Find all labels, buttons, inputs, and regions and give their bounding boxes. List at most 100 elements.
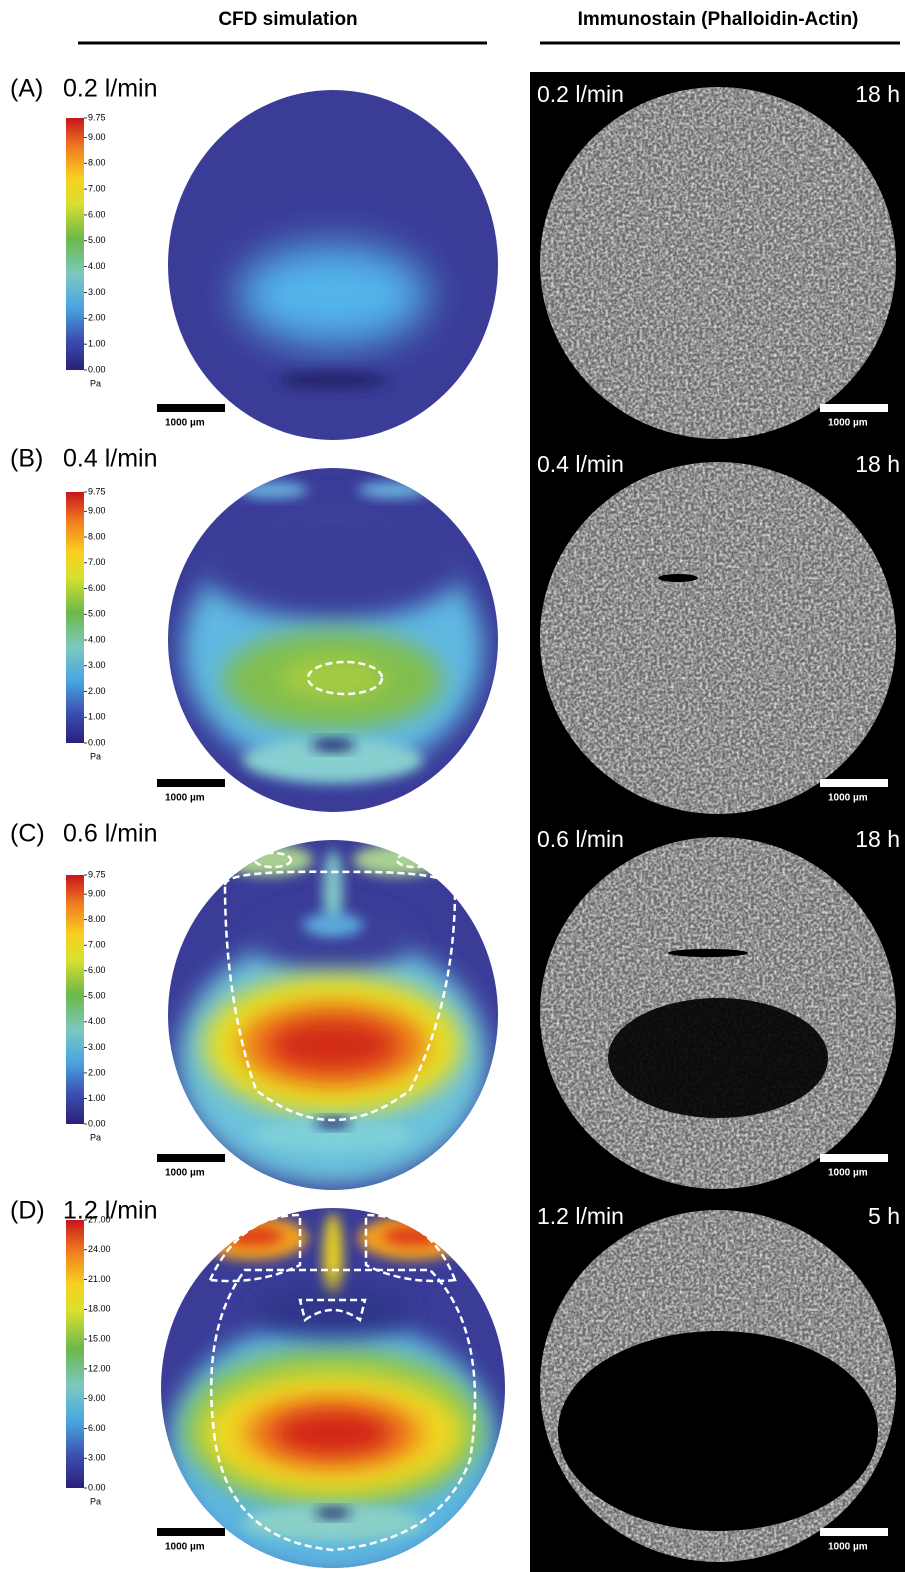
stain-texture: [540, 87, 896, 439]
cfd-region: [238, 245, 428, 345]
colorbar-tick-label: 9.00: [88, 889, 106, 899]
cfd-region: [268, 1019, 398, 1071]
scale-bar: [157, 1154, 225, 1162]
panel: (D) 1.2 l/min27.0024.0021.0018.0015.0012.…: [10, 1197, 900, 1568]
cfd-region: [303, 913, 363, 937]
flow-rate: 1.2 l/min: [63, 1197, 157, 1225]
colorbar-tick-label: 1.00: [88, 1093, 106, 1103]
colorbar-tick-label: 27.00: [88, 1214, 111, 1224]
cfd-region: [253, 1119, 413, 1151]
colorbar-tick-label: 5.00: [88, 991, 106, 1001]
colorbar-tick-label: 6.00: [88, 965, 106, 975]
stain-image: [540, 462, 896, 814]
stain-image: [540, 87, 896, 439]
colorbar-tick-label: 7.00: [88, 183, 106, 193]
scale-bar: [820, 1528, 888, 1536]
colorbar-tick-label: 7.00: [88, 940, 106, 950]
colorbar-tick-label: 2.00: [88, 1067, 106, 1077]
colorbar: [66, 875, 84, 1124]
cfd-map: [168, 468, 498, 812]
cfd-region: [383, 1226, 443, 1246]
cfd-region: [198, 500, 468, 620]
scale-bar-label: 1000 µm: [165, 1168, 205, 1179]
header-right: Immunostain (Phalloidin-Actin): [578, 9, 859, 30]
colorbar-tick-label: 2.00: [88, 686, 106, 696]
scale-bar-label: 1000 µm: [165, 418, 205, 429]
colorbar-tick-label: 7.00: [88, 557, 106, 567]
scale-bar: [157, 404, 225, 412]
cell-free-area: [608, 998, 828, 1118]
colorbar-tick-label: 21.00: [88, 1274, 111, 1284]
colorbar-tick-label: 3.00: [88, 287, 106, 297]
scale-bar: [820, 779, 888, 787]
colorbar-tick-label: 2.00: [88, 313, 106, 323]
colorbar-unit: Pa: [90, 751, 101, 761]
flow-rate: 0.6 l/min: [63, 820, 157, 848]
stain-image: [540, 837, 896, 1189]
colorbar-tick-label: 9.75: [88, 869, 106, 879]
stain-flow: 0.2 l/min: [537, 81, 624, 107]
cfd-region: [311, 739, 355, 751]
panel-label: (D): [10, 1197, 45, 1225]
scale-bar-label: 1000 µm: [828, 1542, 868, 1553]
colorbar-unit: Pa: [90, 1496, 101, 1506]
cfd-region: [358, 482, 428, 498]
cfd-region: [243, 1505, 423, 1541]
cell-free-area: [558, 1331, 878, 1531]
header-left: CFD simulation: [218, 9, 357, 30]
colorbar-tick-label: 8.00: [88, 531, 106, 541]
panel-label: (C): [10, 820, 45, 848]
dashed-outline: [306, 660, 384, 696]
cfd-region: [323, 1213, 343, 1303]
dashed-outline: [395, 851, 435, 869]
scale-bar-label: 1000 µm: [165, 1542, 205, 1553]
panel: (C) 0.6 l/min 9.75 9.00 8.00 7.00 6.00 5.00 4.00…: [10, 820, 900, 1190]
colorbar-tick-label: 8.00: [88, 158, 106, 168]
colorbar-tick-label: 0.00: [88, 364, 106, 374]
panel-label: (A): [10, 75, 43, 103]
colorbar-tick-label: 6.00: [88, 1423, 106, 1433]
scale-bar-label: 1000 µm: [165, 793, 205, 804]
cfd-region: [315, 1508, 351, 1518]
scale-bar-label: 1000 µm: [828, 418, 868, 429]
cfd-region: [323, 850, 343, 930]
colorbar-tick-label: 18.00: [88, 1304, 111, 1314]
dashed-outline: [253, 851, 293, 869]
cfd-region: [278, 370, 388, 390]
cfd-region: [238, 482, 308, 498]
colorbar-tick-label: 9.00: [88, 1393, 106, 1403]
flow-rate: 0.2 l/min: [63, 75, 157, 103]
scale-bar-label: 1000 µm: [828, 1168, 868, 1179]
cfd-map: [161, 1208, 505, 1568]
panel: (B) 0.4 l/min 9.75 9.00 8.00 7.00 6.00 5.00 4.00…: [10, 445, 900, 814]
colorbar-tick-label: 6.00: [88, 209, 106, 219]
colorbar-tick-label: 24.00: [88, 1244, 111, 1254]
colorbar-unit: Pa: [90, 1132, 101, 1142]
dashed-outline: [364, 1213, 457, 1283]
colorbar-unit: Pa: [90, 378, 101, 388]
colorbar: [66, 118, 84, 370]
colorbar: [66, 492, 84, 743]
cell-free-area: [658, 574, 698, 582]
flow-rate: 0.4 l/min: [63, 445, 157, 473]
cfd-region: [253, 908, 413, 972]
colorbar-tick-label: 3.00: [88, 1042, 106, 1052]
stain-texture: [540, 462, 896, 814]
panel-label: (B): [10, 445, 43, 473]
colorbar-tick-label: 4.00: [88, 1016, 106, 1026]
dashed-outline: [208, 1213, 302, 1283]
cfd-region: [253, 1288, 413, 1338]
colorbar-tick-label: 9.75: [88, 486, 106, 496]
colorbar-tick-label: 4.00: [88, 634, 106, 644]
colorbar-tick-label: 5.00: [88, 235, 106, 245]
cfd-region: [278, 658, 388, 698]
colorbar-tick-label: 8.00: [88, 914, 106, 924]
stain-time: 18 h: [855, 451, 900, 477]
stain-image: [540, 1210, 896, 1562]
stain-flow: 0.4 l/min: [537, 451, 624, 477]
colorbar-tick-label: 0.00: [88, 737, 106, 747]
scale-bar: [820, 404, 888, 412]
stain-time: 5 h: [868, 1203, 900, 1229]
scale-bar-label: 1000 µm: [828, 793, 868, 804]
